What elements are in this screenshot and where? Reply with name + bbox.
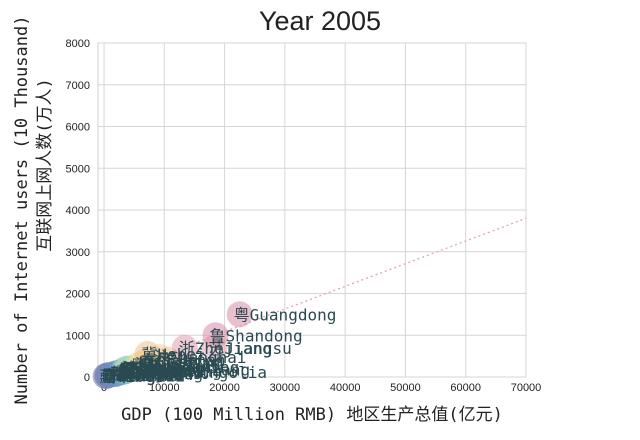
x-tick-label: 30000 (270, 382, 301, 394)
y-axis-label: Number of Internet users (10 Thousand) (12, 16, 32, 405)
y-tick-label: 4000 (66, 205, 90, 217)
data-point-label: 藏Tibet (100, 367, 164, 386)
data-point-label: 青Qinghai (101, 367, 184, 386)
chart-title: Year 2005 (259, 6, 381, 36)
x-tick-label: 10000 (149, 382, 180, 394)
x-tick-label: 70000 (511, 382, 542, 394)
data-point-label: 川Sichuan (137, 354, 220, 373)
data-point-label: 琼Hainan (103, 366, 177, 385)
data-point-label: 辽Liaoning (146, 358, 239, 377)
y-tick-label: 1000 (66, 330, 90, 342)
data-point-label: 沪Shanghai (153, 348, 246, 367)
data-point-label: 渝Chongqing (119, 361, 222, 380)
data-point-label: 吉Jilin (114, 363, 178, 382)
x-tick-label: 50000 (390, 382, 421, 394)
x-tick-label: 40000 (330, 382, 361, 394)
data-point (226, 301, 253, 328)
data-point-label: 黑Heilongjiang (119, 360, 251, 379)
y-tick-label: 8000 (66, 38, 90, 50)
data-point-label: 粤Guangdong (234, 305, 337, 324)
x-axis-label: GDP (100 Million RMB) 地区生产总值(亿元) (121, 405, 503, 425)
y-tick-label: 7000 (66, 80, 90, 92)
data-point-label: 黔Guizhou (110, 365, 193, 384)
data-labels: 藏Tibet青Qinghai宁Ningxia琼Hainan甘Gansu黔Guiz… (100, 305, 337, 386)
y-tick-label: 3000 (66, 247, 90, 259)
data-point-label: 晋Shanxi (120, 362, 194, 381)
data-point (134, 341, 161, 368)
data-point (202, 322, 229, 349)
data-point-label: 赣Jiangxi (120, 362, 203, 381)
data-point-label: 滇Yunnan (118, 363, 192, 382)
data-point-label: 皖Anhui (122, 360, 186, 379)
x-tick-label: 60000 (450, 382, 481, 394)
data-point-label: 鄂Hubei (132, 356, 196, 375)
y-tick-label: 2000 (66, 289, 90, 301)
grid (98, 42, 527, 378)
data-points (92, 301, 253, 390)
y-tick-label: 0 (84, 372, 90, 384)
y-ticks: 0 1000 2000 3000 4000 5000 6000 7000 8000 (66, 38, 90, 384)
data-point-label: 新Xinjiang (110, 364, 203, 383)
y-tick-label: 5000 (66, 163, 90, 175)
data-point-label: 鲁Shandong (210, 326, 303, 345)
data-point-label: 甘Gansu (109, 365, 173, 384)
data-point-label: 蒙Inner Mongolia (116, 363, 267, 382)
data-point (171, 334, 198, 361)
data-point-label: 冀Hebei (141, 345, 205, 364)
data-point-label: 桂Guangxi (121, 361, 204, 380)
data-point-label: 陕Shaanxi (123, 360, 206, 379)
data-point-label: 津Tianjin (122, 359, 205, 378)
x-tick-label: 20000 (209, 382, 240, 394)
data-point-label: 苏Jiangsu (208, 339, 291, 358)
data-point-label: 浙Zhejiang (179, 339, 272, 358)
data-point-label: 闽Fujian (138, 357, 212, 376)
data-point-label: 湘Hunan (135, 355, 199, 374)
data-point-label: 宁Ningxia (102, 366, 185, 385)
data-point-label: 豫Henan (161, 350, 225, 369)
y-tick-label: 6000 (66, 122, 90, 134)
data-point-label: 京Beijing (140, 352, 223, 371)
y-axis-label-secondary: 互联网上网人数(万人) (35, 78, 55, 251)
